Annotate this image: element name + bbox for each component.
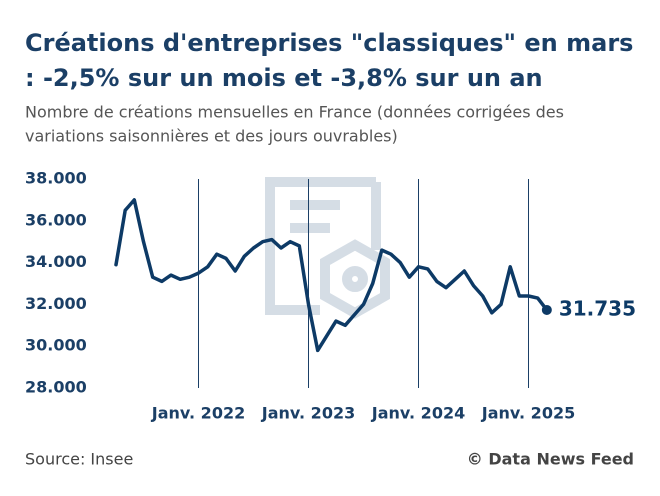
line: [114, 198, 549, 353]
chart-title: Créations d'entreprises "classiques" en …: [25, 29, 633, 57]
y-tick-label: 38.000: [25, 169, 87, 188]
subtitle: Nombre de créations mensuelles en France…: [25, 103, 564, 122]
chart-title: : -2,5% sur un mois et -3,8% sur un an: [25, 64, 543, 92]
subtitle: variations saisonnières et des jours ouv…: [25, 127, 398, 146]
x-tick-label: Janv. 2024: [371, 404, 465, 423]
x-tick-label: Janv. 2023: [261, 404, 355, 423]
credit: © Data News Feed: [467, 450, 634, 469]
end-point: [541, 304, 552, 315]
y-tick-label: 28.000: [25, 378, 87, 397]
y-tick-label: 34.000: [25, 252, 87, 271]
y-tick-label: 36.000: [25, 210, 87, 229]
y-tick-label: 30.000: [25, 336, 87, 355]
watermark-logo: [265, 177, 390, 319]
source: Source: Insee: [25, 450, 133, 469]
x-tick-label: Janv. 2025: [481, 404, 575, 423]
y-tick-label: 32.000: [25, 294, 87, 313]
x-tick-label: Janv. 2022: [151, 404, 245, 423]
value-label: 31.735: [559, 296, 636, 320]
